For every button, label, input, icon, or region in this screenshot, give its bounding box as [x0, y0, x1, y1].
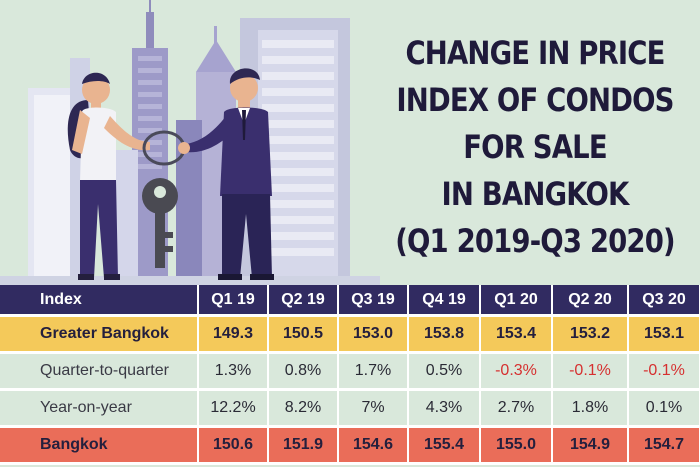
title-line: (Q1 2019-Q3 2020): [395, 222, 675, 260]
table-cell: -0.1%: [552, 352, 629, 391]
table-cell: 154.9: [552, 426, 629, 465]
table-cell: 154.6: [338, 426, 409, 465]
header-cell: Index: [0, 285, 199, 317]
illustration: [0, 0, 380, 285]
header-cell: Q1 19: [198, 285, 269, 317]
skyline-illustration: [0, 0, 380, 285]
table-row: Quarter-to-quarter 1.3% 0.8% 1.7% 0.5% -…: [0, 352, 700, 391]
table-row: Bangkok 150.6 151.9 154.6 155.4 155.0 15…: [0, 426, 700, 465]
chart-title: CHANGE IN PRICE INDEX OF CONDOS FOR SALE…: [395, 30, 675, 265]
title-line: IN BANGKOK: [441, 175, 630, 213]
price-index-table: Index Q1 19 Q2 19 Q3 19 Q4 19 Q1 20 Q2 2…: [0, 285, 700, 465]
table-cell: 153.8: [408, 315, 481, 354]
table-cell: 155.4: [408, 426, 481, 465]
table-cell: 154.7: [628, 426, 700, 465]
table-header-row: Index Q1 19 Q2 19 Q3 19 Q4 19 Q1 20 Q2 2…: [0, 285, 700, 317]
header-cell: Q2 20: [552, 285, 629, 317]
table-cell: 1.7%: [338, 352, 409, 391]
table-cell: 150.5: [268, 315, 339, 354]
table-cell: -0.1%: [628, 352, 700, 391]
row-label: Year-on-year: [0, 389, 199, 428]
table-row: Year-on-year 12.2% 8.2% 7% 4.3% 2.7% 1.8…: [0, 389, 700, 428]
row-label: Bangkok: [0, 426, 199, 465]
table-cell: 153.2: [552, 315, 629, 354]
table-cell: 12.2%: [198, 389, 269, 428]
table-cell: 0.5%: [408, 352, 481, 391]
header-cell: Q1 20: [480, 285, 553, 317]
title-line: CHANGE IN PRICE: [405, 34, 665, 72]
table-cell: 153.1: [628, 315, 700, 354]
table-cell: 7%: [338, 389, 409, 428]
row-label: Quarter-to-quarter: [0, 352, 199, 391]
man-illustration: [178, 68, 274, 280]
table-cell: 8.2%: [268, 389, 339, 428]
table-cell: 1.8%: [552, 389, 629, 428]
title-line: INDEX OF CONDOS: [396, 81, 674, 119]
table-cell: 153.4: [480, 315, 553, 354]
table-cell: 150.6: [198, 426, 269, 465]
table-cell: 155.0: [480, 426, 553, 465]
table-cell: -0.3%: [480, 352, 553, 391]
table-cell: 151.9: [268, 426, 339, 465]
table-cell: 0.8%: [268, 352, 339, 391]
header-cell: Q4 19: [408, 285, 481, 317]
table-cell: 1.3%: [198, 352, 269, 391]
title-line: FOR SALE: [463, 128, 607, 166]
table-cell: 153.0: [338, 315, 409, 354]
row-label: Greater Bangkok: [0, 315, 199, 354]
header-cell: Q2 19: [268, 285, 339, 317]
header-cell: Q3 20: [628, 285, 700, 317]
table-cell: 4.3%: [408, 389, 481, 428]
table-cell: 149.3: [198, 315, 269, 354]
key-illustration: [142, 130, 186, 268]
header-cell: Q3 19: [338, 285, 409, 317]
woman-illustration: [67, 72, 150, 280]
table-row: Greater Bangkok 149.3 150.5 153.0 153.8 …: [0, 315, 700, 354]
table-cell: 2.7%: [480, 389, 553, 428]
table-cell: 0.1%: [628, 389, 700, 428]
